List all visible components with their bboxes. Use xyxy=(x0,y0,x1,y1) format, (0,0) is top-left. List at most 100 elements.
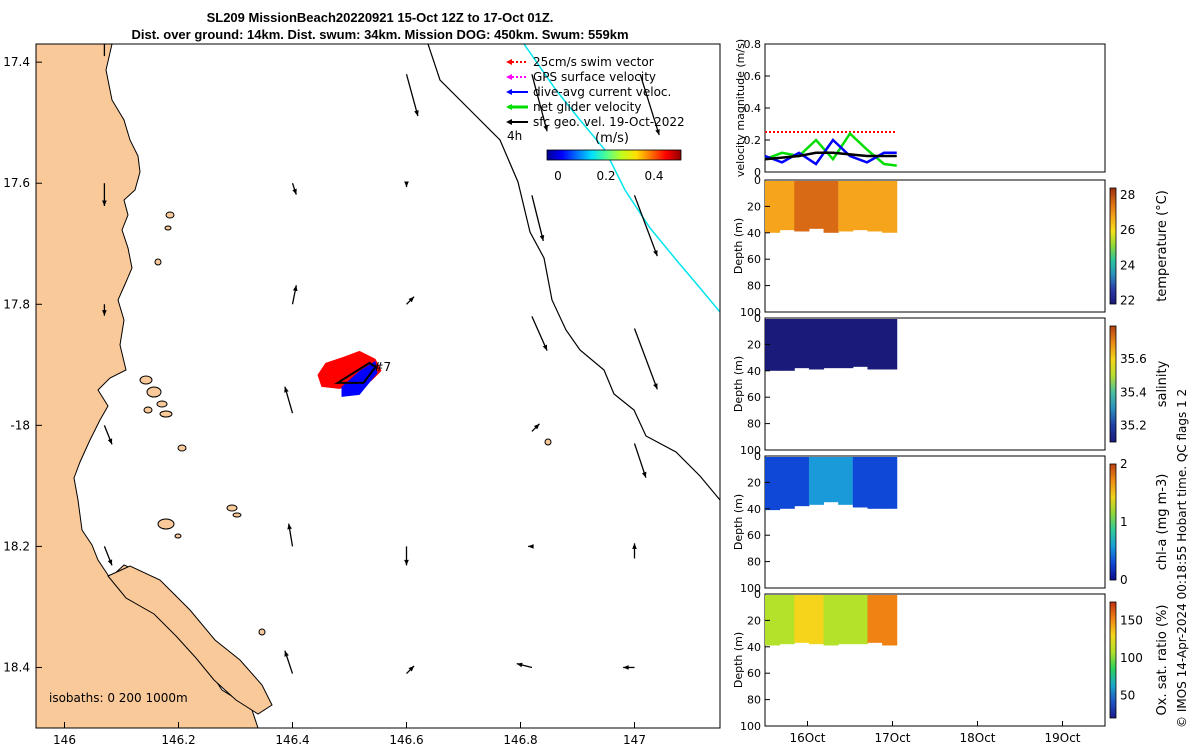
chla-cell-8 xyxy=(882,457,898,509)
velocity-ylabel: velocity magnitude (m/s) xyxy=(734,39,747,177)
chla-cell-5 xyxy=(838,457,854,505)
map-xtick-label-1: 146.2 xyxy=(161,733,195,747)
salinity-colorbar-tick-1: 35.4 xyxy=(1120,385,1147,399)
oxsat-colorbar xyxy=(1109,601,1117,719)
glider-track xyxy=(334,361,377,384)
temperature-cell-6 xyxy=(852,181,868,231)
geo-vector-4 xyxy=(102,183,107,207)
salinity-cell-8 xyxy=(882,319,898,370)
geo-vector-8 xyxy=(633,195,658,257)
oxsat-xtick-label-2: 18Oct xyxy=(959,731,995,745)
salinity-cell-2 xyxy=(794,319,810,369)
island-7 xyxy=(159,410,173,418)
geo-vector-15 xyxy=(284,386,294,414)
oxsat-cell-2 xyxy=(794,595,810,643)
legend-label-2: dive-avg current veloc. xyxy=(533,85,671,99)
temperature-colorbar xyxy=(1109,187,1117,305)
chla-cell-0 xyxy=(765,457,781,511)
oxsat-ytick-label-5: 100 xyxy=(740,720,761,733)
oxsat-colorbar-tick-1: 100 xyxy=(1120,651,1143,665)
temperature-colorbar-tick-2: 26 xyxy=(1120,223,1135,237)
temperature-cell-4 xyxy=(823,181,839,233)
temperature-colorbar-label: temperature (°C) xyxy=(1155,190,1170,302)
map-ytick-label-1: 17.6 xyxy=(3,176,30,190)
temperature-cell-0 xyxy=(765,181,781,233)
chla-ylabel: Depth (m) xyxy=(732,494,745,550)
temperature-colorbar-tick-0: 22 xyxy=(1120,293,1135,307)
colorbar-tick-2: 0.4 xyxy=(644,169,663,183)
geo-vector-26 xyxy=(623,665,635,670)
salinity-cell-5 xyxy=(838,319,854,369)
velocity-ytick-label-1: 0.2 xyxy=(744,134,762,147)
island-12 xyxy=(174,533,182,539)
current-vector-cloud xyxy=(341,360,378,397)
chla-cell-2 xyxy=(794,457,810,507)
colorbar-label: (m/s) xyxy=(595,131,629,146)
chla-colorbar-label: chl-a (mg m-3) xyxy=(1155,474,1170,571)
map-xtick-label-5: 147 xyxy=(623,733,646,747)
velocity-frame xyxy=(764,43,1106,173)
oxsat-cell-6 xyxy=(852,595,868,645)
legend-label-0: 25cm/s swim vector xyxy=(533,55,654,69)
salinity-colorbar-tick-2: 35.6 xyxy=(1120,352,1147,366)
island-11 xyxy=(232,512,242,518)
velocity-ytick-label-2: 0.4 xyxy=(744,102,762,115)
oxsat-cell-3 xyxy=(808,595,825,645)
velocity-series-3 xyxy=(764,151,897,161)
salinity-cell-3 xyxy=(808,319,825,370)
chla-colorbar-tick-1: 1 xyxy=(1120,515,1128,529)
oxsat-cell-4 xyxy=(823,595,839,646)
oxsat-cell-1 xyxy=(779,595,795,645)
island-5 xyxy=(156,400,168,408)
salinity-ytick-label-3: 60 xyxy=(747,391,761,404)
isobath-200m xyxy=(427,44,720,501)
chla-ytick-label-0: 0 xyxy=(754,450,761,463)
oxsat-ytick-label-2: 40 xyxy=(747,641,761,654)
chla-ytick-label-1: 20 xyxy=(747,476,761,489)
geo-vector-19 xyxy=(287,523,294,547)
chla-colorbar-tick-2: 2 xyxy=(1120,457,1128,471)
map-ytick-label-2: 17.8 xyxy=(3,297,30,311)
island-6 xyxy=(143,406,153,414)
map-xtick-label-4: 146.8 xyxy=(503,733,537,747)
temperature-ytick-label-5: 100 xyxy=(740,306,761,319)
temperature-panel: 0 20 40 60 80 100 Depth (m) 22 24 26 28 temperature… xyxy=(732,174,1170,319)
island-3 xyxy=(139,375,153,385)
geo-vector-9 xyxy=(102,304,107,316)
salinity-cell-1 xyxy=(779,319,795,371)
island-0 xyxy=(165,211,175,219)
oxsat-cell-0 xyxy=(765,595,781,646)
island-1 xyxy=(164,225,172,231)
glider-label: #7 xyxy=(374,360,392,374)
salinity-ylabel: Depth (m) xyxy=(732,356,745,412)
oxsat-colorbar-tick-2: 150 xyxy=(1120,614,1143,628)
temperature-cell-1 xyxy=(779,181,795,231)
geo-vector-12 xyxy=(531,316,548,351)
legend-entry-4: sfc geo. vel. 19-Oct-2022 xyxy=(506,115,685,129)
salinity-colorbar-tick-0: 35.2 xyxy=(1120,418,1147,432)
map-ytick-label-4: 18.2 xyxy=(3,539,30,553)
geo-vector-6 xyxy=(404,181,409,188)
geo-vector-7 xyxy=(531,195,545,242)
temperature-cell-8 xyxy=(882,181,898,233)
oxsat-cell-7 xyxy=(867,595,883,643)
salinity-cell-6 xyxy=(852,319,868,367)
chla-cell-3 xyxy=(808,457,825,505)
coastline xyxy=(36,44,259,728)
chla-cell-7 xyxy=(867,457,883,509)
velocity-series-1 xyxy=(764,131,897,167)
oxsat-colorbar-label: Ox. sat. ratio (%) xyxy=(1155,605,1170,716)
figure-title-line1: SL209 MissionBeach20220921 15-Oct 12Z to… xyxy=(206,10,554,25)
temperature-ytick-label-2: 40 xyxy=(747,227,761,240)
temperature-cell-7 xyxy=(867,181,883,232)
temperature-ytick-label-3: 60 xyxy=(747,253,761,266)
map-ytick-label-0: 17.4 xyxy=(3,55,30,69)
geo-vector-10 xyxy=(291,285,298,305)
map-ytick-label-3: -18 xyxy=(10,418,30,432)
salinity-cell-4 xyxy=(823,319,839,369)
oxsat-ytick-label-0: 0 xyxy=(754,588,761,601)
geo-vector-22 xyxy=(632,543,637,559)
island-2 xyxy=(154,258,162,266)
geo-vector-17 xyxy=(633,443,647,478)
chla-ytick-label-5: 100 xyxy=(740,582,761,595)
